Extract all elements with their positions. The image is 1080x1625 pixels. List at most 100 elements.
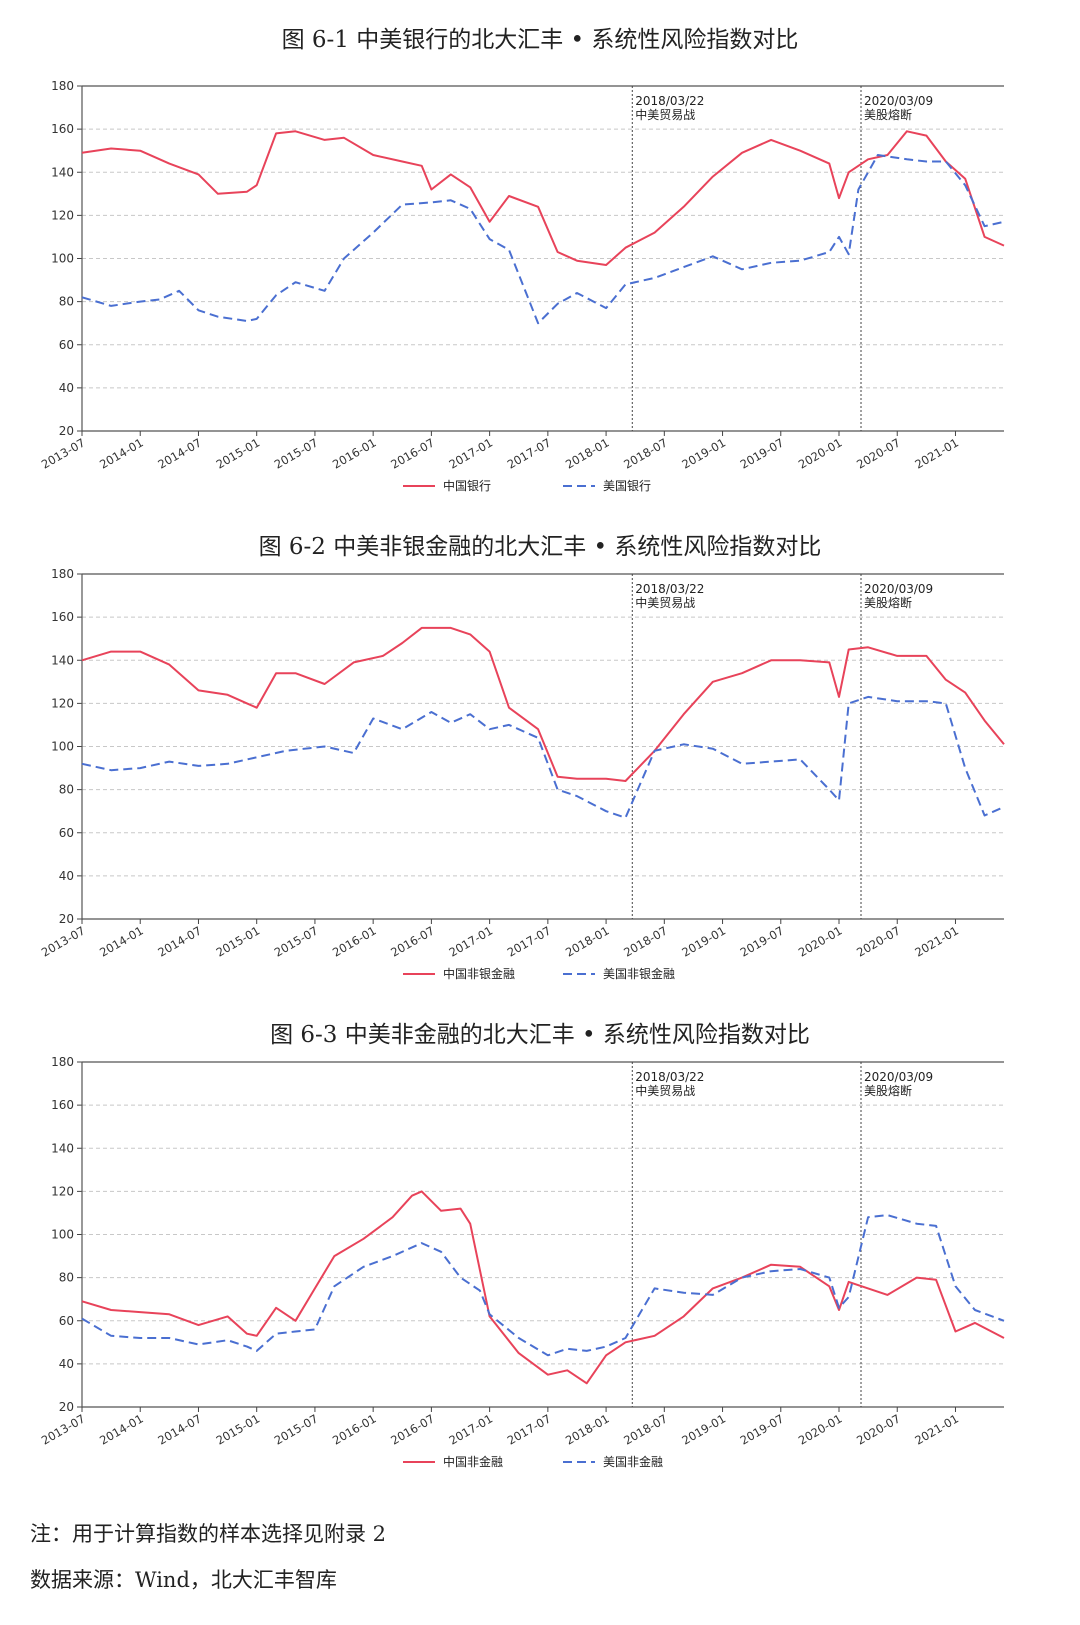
y-tick-label: 80 xyxy=(59,1271,74,1285)
x-tick-label: 2015-07 xyxy=(272,435,321,471)
event-label: 美股熔断 xyxy=(864,595,912,610)
y-tick-label: 140 xyxy=(51,165,74,179)
y-tick-label: 20 xyxy=(59,912,74,926)
x-tick-label: 2014-07 xyxy=(155,435,204,471)
x-tick-label: 2017-01 xyxy=(446,923,495,959)
x-tick-label: 2016-07 xyxy=(388,923,437,959)
event-label: 中美贸易战 xyxy=(635,107,695,122)
x-tick-label: 2016-01 xyxy=(330,435,379,471)
y-tick-label: 80 xyxy=(59,295,74,309)
y-tick-label: 120 xyxy=(51,1184,74,1198)
x-tick-label: 2021-01 xyxy=(912,435,961,471)
figure-2-title: 图 6-2 中美非银金融的北大汇丰 • 系统性风险指数对比 xyxy=(258,534,822,560)
x-tick-label: 2021-01 xyxy=(912,923,961,959)
event-label: 中美贸易战 xyxy=(635,595,695,610)
event-date: 2020/03/09 xyxy=(864,1070,933,1084)
event-date: 2020/03/09 xyxy=(864,582,933,596)
y-tick-label: 100 xyxy=(51,740,74,754)
y-tick-label: 160 xyxy=(51,122,74,136)
y-tick-label: 180 xyxy=(51,567,74,581)
event-date: 2020/03/09 xyxy=(864,94,933,108)
x-tick-label: 2013-07 xyxy=(39,1411,88,1447)
x-tick-label: 2017-07 xyxy=(505,435,554,471)
y-tick-label: 20 xyxy=(59,424,74,438)
event-date: 2018/03/22 xyxy=(635,1070,704,1084)
x-tick-label: 2020-01 xyxy=(796,923,845,959)
legend-label: 美国非金融 xyxy=(603,1454,663,1469)
y-tick-label: 120 xyxy=(51,696,74,710)
legend-label: 美国银行 xyxy=(603,479,651,493)
y-tick-label: 40 xyxy=(59,869,74,883)
y-tick-label: 120 xyxy=(51,208,74,222)
y-tick-label: 140 xyxy=(51,653,74,667)
x-tick-label: 2017-07 xyxy=(505,1411,554,1447)
x-tick-label: 2013-07 xyxy=(39,435,88,471)
y-tick-label: 60 xyxy=(59,826,74,840)
event-label: 美股熔断 xyxy=(864,1083,912,1098)
x-tick-label: 2016-01 xyxy=(330,923,379,959)
x-tick-label: 2017-07 xyxy=(505,923,554,959)
x-tick-label: 2019-07 xyxy=(738,435,787,471)
x-tick-label: 2014-07 xyxy=(155,1411,204,1447)
x-tick-label: 2019-01 xyxy=(679,1411,728,1447)
series-line-usa xyxy=(81,695,1005,819)
y-tick-label: 100 xyxy=(51,252,74,266)
y-tick-label: 60 xyxy=(59,338,74,352)
x-tick-label: 2018-01 xyxy=(563,435,612,471)
y-tick-label: 80 xyxy=(59,783,74,797)
y-tick-label: 160 xyxy=(51,610,74,624)
legend-label: 中国银行 xyxy=(443,478,491,493)
x-tick-label: 2015-01 xyxy=(214,923,263,959)
x-tick-label: 2018-07 xyxy=(621,435,670,471)
y-tick-label: 180 xyxy=(51,1055,74,1069)
series-line-china xyxy=(81,130,1005,266)
figure-3-title: 图 6-3 中美非金融的北大汇丰 • 系统性风险指数对比 xyxy=(270,1022,810,1048)
sample-note: 注：用于计算指数的样本选择见附录 2 xyxy=(30,1522,387,1546)
legend-label: 美国非银金融 xyxy=(603,966,675,981)
x-tick-label: 2018-07 xyxy=(621,923,670,959)
y-tick-label: 40 xyxy=(59,381,74,395)
event-date: 2018/03/22 xyxy=(635,582,704,596)
event-label: 美股熔断 xyxy=(864,107,912,122)
x-tick-label: 2020-07 xyxy=(854,1411,903,1447)
legend-label: 中国非银金融 xyxy=(443,966,515,981)
series-line-china xyxy=(81,1190,1005,1385)
x-tick-label: 2021-01 xyxy=(912,1411,961,1447)
source-note: 数据来源：Wind，北大汇丰智库 xyxy=(30,1568,337,1592)
x-tick-label: 2016-01 xyxy=(330,1411,379,1447)
series-line-usa xyxy=(81,1214,1005,1357)
figure-1-title: 图 6-1 中美银行的北大汇丰 • 系统性风险指数对比 xyxy=(281,27,799,53)
x-tick-label: 2014-07 xyxy=(155,923,204,959)
x-tick-label: 2019-01 xyxy=(679,923,728,959)
x-tick-label: 2014-01 xyxy=(97,1411,146,1447)
event-date: 2018/03/22 xyxy=(635,94,704,108)
x-tick-label: 2019-07 xyxy=(738,923,787,959)
event-label: 中美贸易战 xyxy=(635,1083,695,1098)
x-tick-label: 2013-07 xyxy=(39,923,88,959)
x-tick-label: 2015-01 xyxy=(214,435,263,471)
x-tick-label: 2014-01 xyxy=(97,435,146,471)
x-tick-label: 2016-07 xyxy=(388,435,437,471)
x-tick-label: 2015-01 xyxy=(214,1411,263,1447)
x-tick-label: 2017-01 xyxy=(446,435,495,471)
y-tick-label: 100 xyxy=(51,1228,74,1242)
y-tick-label: 180 xyxy=(51,79,74,93)
x-tick-label: 2020-07 xyxy=(854,435,903,471)
x-tick-label: 2014-01 xyxy=(97,923,146,959)
x-tick-label: 2015-07 xyxy=(272,923,321,959)
y-tick-label: 140 xyxy=(51,1141,74,1155)
series-line-usa xyxy=(81,154,1005,325)
x-tick-label: 2020-07 xyxy=(854,923,903,959)
x-tick-label: 2015-07 xyxy=(272,1411,321,1447)
x-tick-label: 2016-07 xyxy=(388,1411,437,1447)
x-tick-label: 2019-07 xyxy=(738,1411,787,1447)
x-tick-label: 2018-01 xyxy=(563,923,612,959)
x-tick-label: 2019-01 xyxy=(679,435,728,471)
x-tick-label: 2020-01 xyxy=(796,1411,845,1447)
x-tick-label: 2018-01 xyxy=(563,1411,612,1447)
series-line-china xyxy=(81,626,1005,782)
x-tick-label: 2018-07 xyxy=(621,1411,670,1447)
